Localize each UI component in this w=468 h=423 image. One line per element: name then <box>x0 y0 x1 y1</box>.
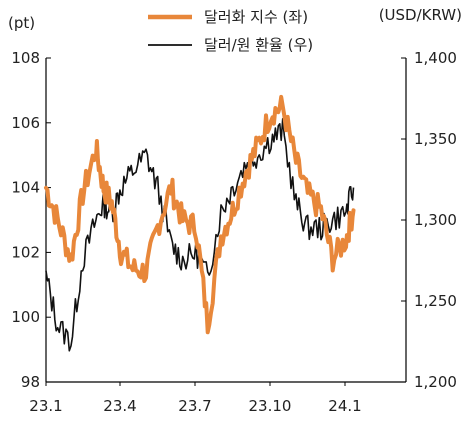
left-tick-label: 102 <box>11 243 40 261</box>
right-tick-label: 1,300 <box>414 211 457 229</box>
legend-label-dollar-index: 달러화 지수 (좌) <box>204 8 308 26</box>
left-tick-label: 98 <box>21 373 40 391</box>
x-tick-label: 23.1 <box>29 397 62 415</box>
x-tick-label: 23.7 <box>178 397 211 415</box>
legend: 달러화 지수 (좌) 달러/원 환율 (우) <box>148 8 313 54</box>
legend-label-usdkrw: 달러/원 환율 (우) <box>204 36 313 54</box>
series-line-dollar-index <box>44 94 356 335</box>
x-tick-label: 23.4 <box>103 397 136 415</box>
left-tick-labels: 98 100 102 104 106 108 <box>11 49 51 391</box>
left-unit-label: (pt) <box>8 14 35 32</box>
right-tick-label: 1,200 <box>414 373 457 391</box>
left-tick-label: 108 <box>11 49 40 67</box>
right-unit-label: (USD/KRW) <box>379 6 462 24</box>
x-tick-label: 24.1 <box>328 397 361 415</box>
right-tick-label: 1,400 <box>414 49 457 67</box>
series-line-usdkrw <box>45 118 355 352</box>
left-tick-label: 100 <box>11 308 40 326</box>
x-tick-labels: 23.1 23.4 23.7 23.10 24.1 <box>29 382 362 415</box>
right-tick-labels: 1,200 1,250 1,300 1,350 1,400 <box>401 49 457 391</box>
left-tick-label: 104 <box>11 179 40 197</box>
right-tick-label: 1,250 <box>414 292 457 310</box>
right-tick-label: 1,350 <box>414 130 457 148</box>
left-tick-label: 106 <box>11 114 40 132</box>
x-tick-label: 23.10 <box>249 397 292 415</box>
